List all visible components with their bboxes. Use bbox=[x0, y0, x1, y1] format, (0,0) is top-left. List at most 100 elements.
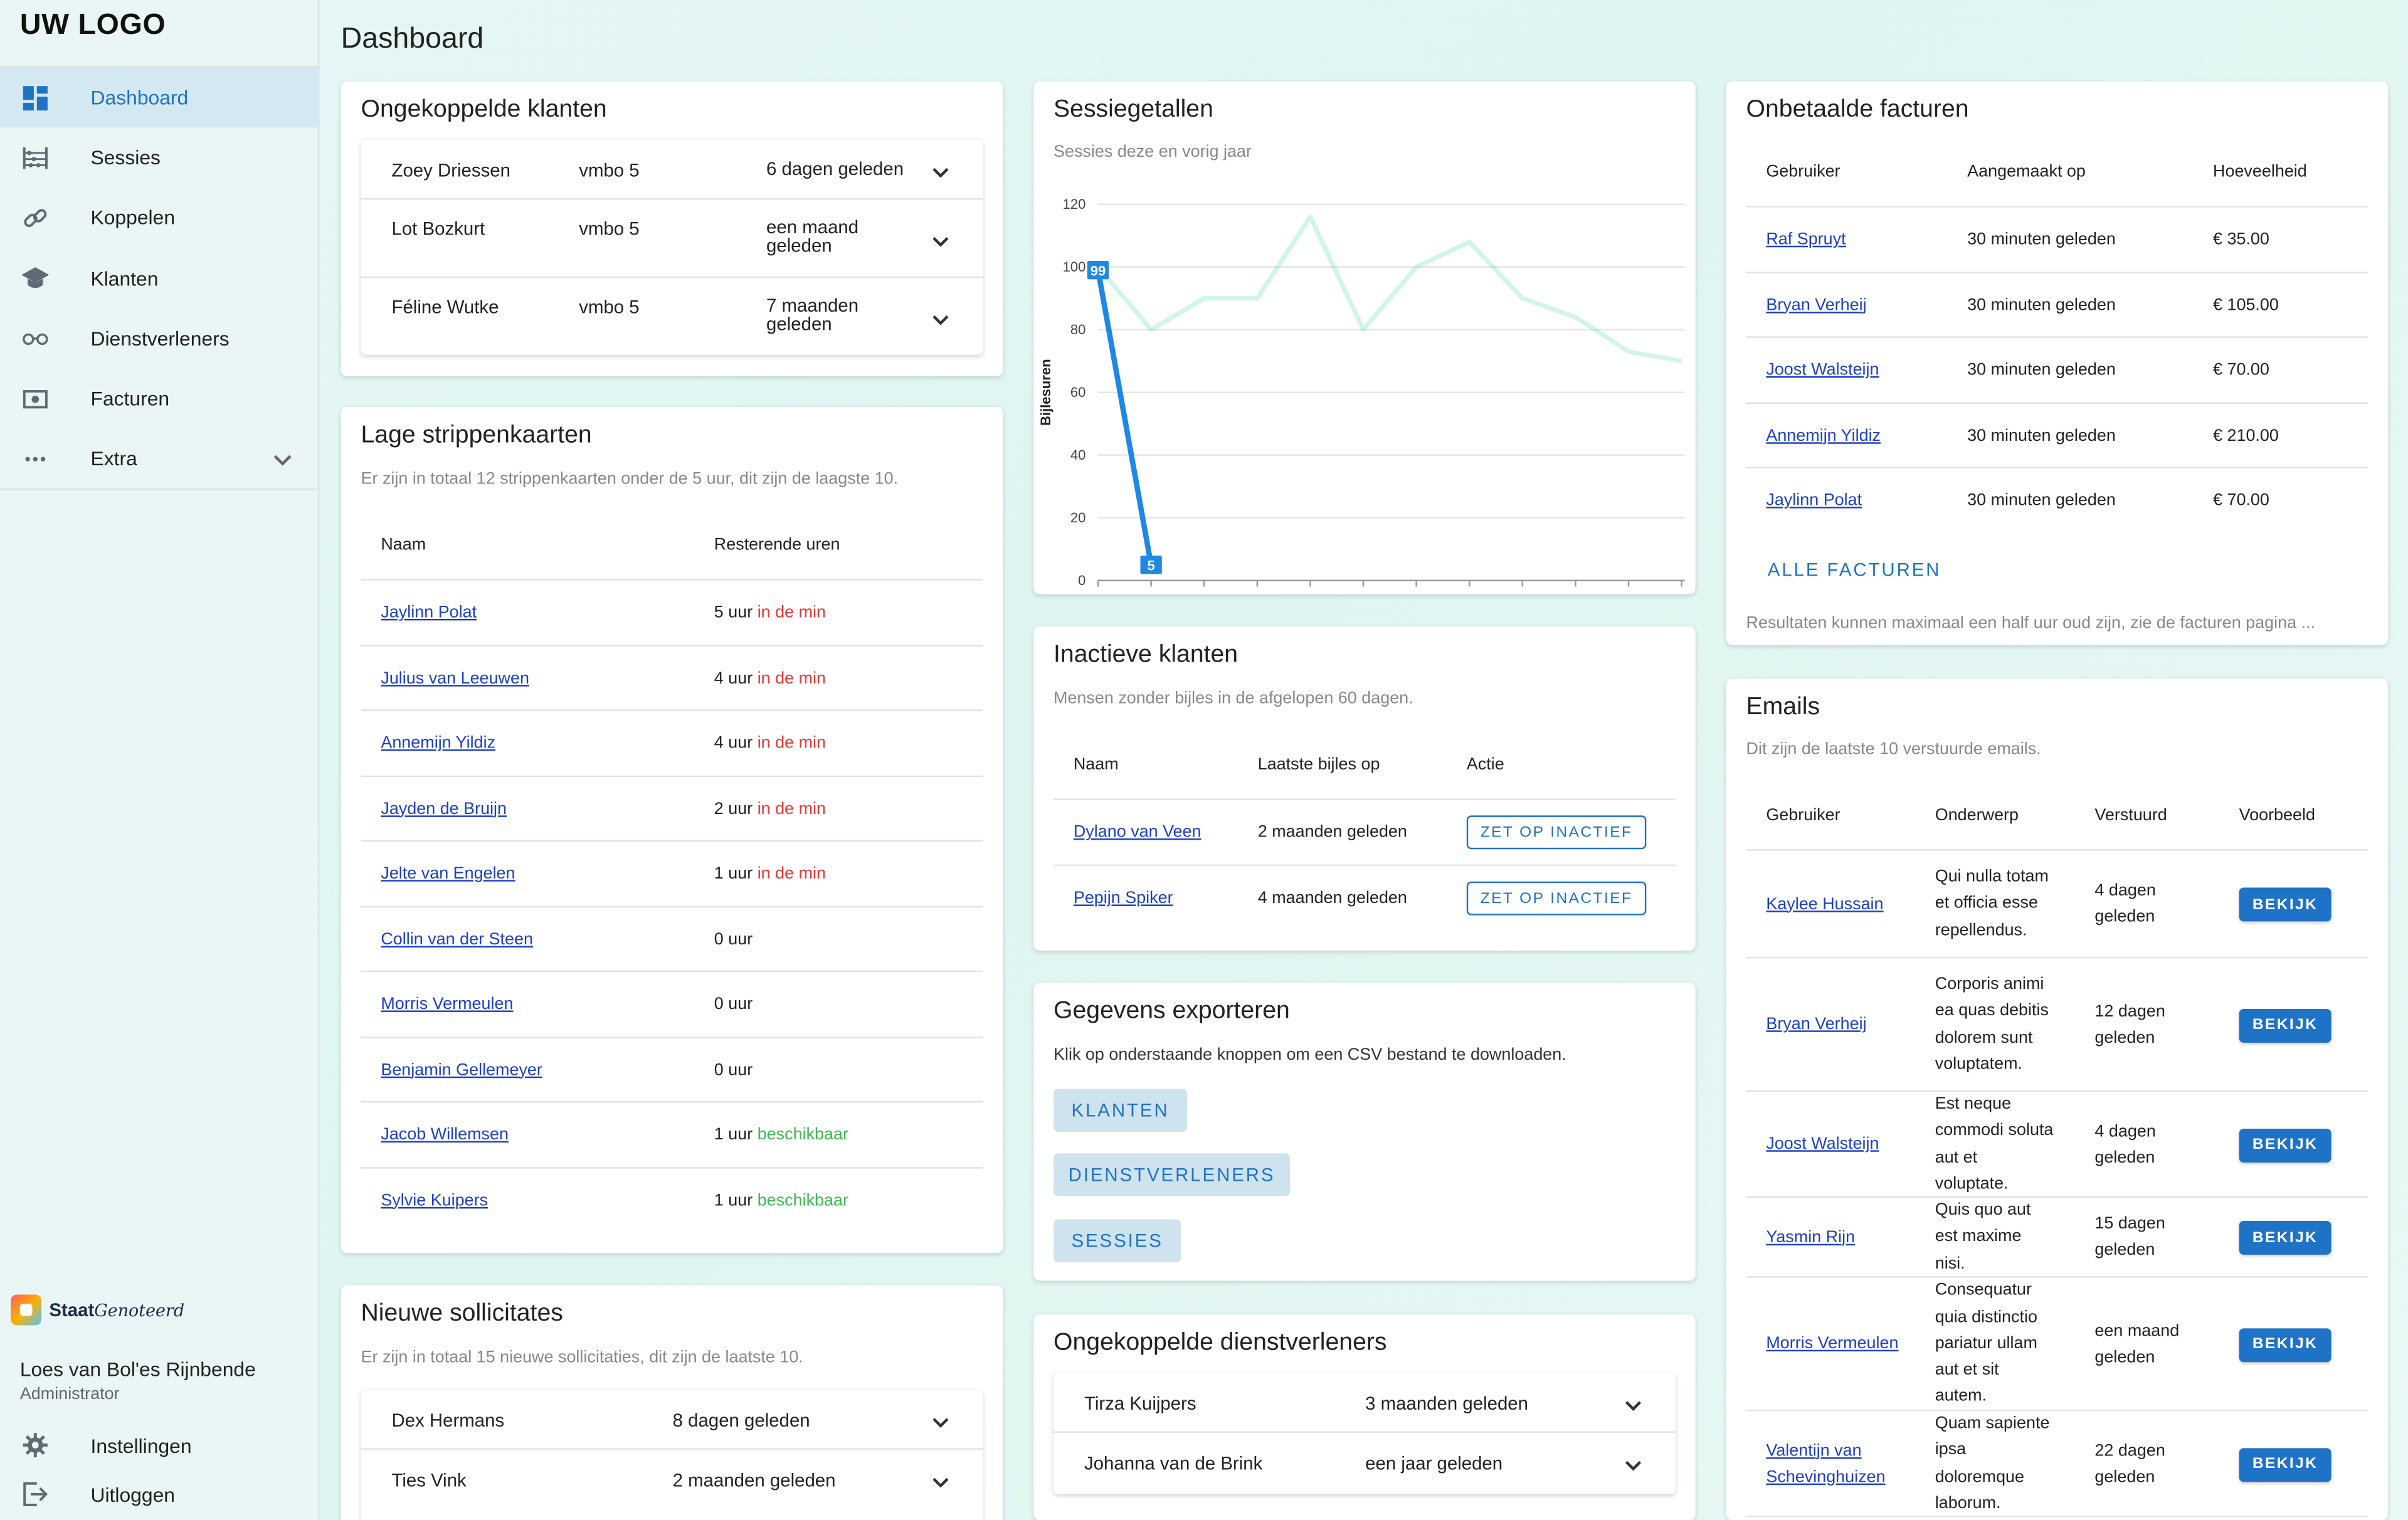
chevron-down-icon[interactable] bbox=[932, 1412, 949, 1433]
provider-when: een jaar geleden bbox=[1365, 1452, 1503, 1475]
col-hours: Resterende uren bbox=[714, 536, 840, 555]
subject-cell: Quam sapiente ipsa doloremque laborum. bbox=[1935, 1414, 2050, 1512]
export-sessies-button[interactable]: SESSIES bbox=[1054, 1219, 1181, 1263]
expandable-row[interactable]: Lot Bozkurt vmbo 5 een maand geleden bbox=[361, 199, 983, 278]
user-link[interactable]: Jaylinn Polat bbox=[381, 603, 477, 622]
view-email-button[interactable]: BEKIJK bbox=[2239, 887, 2331, 922]
y-axis-label: Bijlesuren bbox=[1038, 359, 1054, 426]
user-link[interactable]: Joost Walsteijn bbox=[1766, 361, 1879, 379]
user-link[interactable]: Morris Vermeulen bbox=[381, 995, 514, 1014]
col-created: Aangemaakt op bbox=[1967, 162, 2086, 181]
sidebar-item-sessies[interactable]: Sessies bbox=[0, 128, 319, 188]
table-row: Yasmin Rijn Quis quo aut est maxime nisi.… bbox=[1746, 1198, 2368, 1278]
view-email-button[interactable]: BEKIJK bbox=[2239, 1447, 2331, 1482]
chevron-down-icon[interactable] bbox=[932, 309, 949, 330]
user-role: Administrator bbox=[19, 1385, 120, 1404]
low-cards-table: Naam Resterende uren Jaylinn Polat 5 uur … bbox=[361, 513, 983, 1233]
user-link[interactable]: Morris Vermeulen bbox=[1766, 1334, 1899, 1353]
applicant-when: 2 maanden geleden bbox=[672, 1469, 836, 1491]
table-row: Benjamin Gellemeyer 0 uur bbox=[361, 1037, 983, 1103]
user-link[interactable]: Jayden de Bruijn bbox=[381, 799, 507, 818]
user-link[interactable]: Julius van Leeuwen bbox=[381, 668, 529, 687]
export-dienstverleners-button[interactable]: DIENSTVERLENERS bbox=[1054, 1153, 1291, 1196]
user-link[interactable]: Bryan Verheij bbox=[1766, 295, 1867, 314]
data-label-box bbox=[1140, 556, 1162, 574]
client-name: Lot Bozkurt bbox=[391, 218, 485, 240]
table-row: Bryan Verheij 30 minuten geleden € 105.00 bbox=[1746, 273, 2368, 338]
sidebar-item-klanten[interactable]: Klanten bbox=[0, 248, 319, 309]
school-cap-icon bbox=[21, 265, 50, 292]
applicant-name: Dex Hermans bbox=[391, 1410, 505, 1432]
user-link[interactable]: Jaylinn Polat bbox=[1766, 491, 1862, 510]
user-link[interactable]: Benjamin Gellemeyer bbox=[381, 1060, 542, 1079]
view-email-button[interactable]: BEKIJK bbox=[2239, 1008, 2331, 1042]
client-name: Zoey Driessen bbox=[391, 159, 510, 181]
client-link[interactable]: Dylano van Veen bbox=[1073, 823, 1201, 842]
sidebar-item-koppelen[interactable]: Koppelen bbox=[0, 188, 319, 248]
last-session: 2 maanden geleden bbox=[1257, 823, 1407, 842]
user-link[interactable]: Jacob Willemsen bbox=[381, 1126, 509, 1144]
user-link[interactable]: Jelte van Engelen bbox=[381, 864, 515, 884]
hours-cell: 4 uur in de min bbox=[714, 734, 826, 752]
chevron-down-icon[interactable] bbox=[273, 448, 292, 472]
amount-cell: € 210.00 bbox=[2213, 426, 2279, 445]
table-row: Dylano van Veen 2 maanden geleden ZET OP… bbox=[1054, 800, 1676, 867]
created-cell: 30 minuten geleden bbox=[1967, 491, 2116, 510]
table-row: Jayden de Bruijn 2 uur in de min bbox=[361, 776, 983, 842]
col-name: Naam bbox=[1073, 755, 1119, 774]
table-row: Annemijn Yildiz 4 uur in de min bbox=[361, 711, 983, 776]
inactive-table: Naam Laatste bijles op Actie Dylano van … bbox=[1054, 732, 1676, 932]
set-inactive-button[interactable]: ZET OP INACTIEF bbox=[1466, 815, 1647, 850]
set-inactive-button[interactable]: ZET OP INACTIEF bbox=[1466, 881, 1647, 916]
table-row: Jelte van Engelen 1 uur in de min bbox=[361, 842, 983, 907]
expandable-row[interactable]: Tirza Kuijpers 3 maanden geleden bbox=[1054, 1373, 1676, 1433]
chevron-down-icon[interactable] bbox=[1625, 1454, 1642, 1475]
user-link[interactable]: Joost Walsteijn bbox=[1766, 1134, 1879, 1154]
user-link[interactable]: Annemijn Yildiz bbox=[1766, 426, 1881, 445]
col-last: Laatste bijles op bbox=[1257, 755, 1380, 774]
chevron-down-icon[interactable] bbox=[932, 161, 949, 182]
hours-cell: 1 uur in de min bbox=[714, 865, 826, 883]
user-link[interactable]: Collin van der Steen bbox=[381, 929, 533, 949]
table-header: Naam Laatste bijles op Actie bbox=[1054, 732, 1676, 800]
applicant-when: 8 dagen geleden bbox=[672, 1410, 810, 1432]
view-email-button[interactable]: BEKIJK bbox=[2239, 1127, 2331, 1162]
user-link[interactable]: Raf Spruyt bbox=[1766, 230, 1846, 249]
hours-status: in de min bbox=[757, 734, 826, 753]
user-link[interactable]: Yasmin Rijn bbox=[1766, 1227, 1856, 1247]
expandable-row[interactable]: Ties Vink 2 maanden geleden bbox=[361, 1450, 983, 1510]
chevron-down-icon[interactable] bbox=[932, 230, 949, 251]
expandable-row[interactable]: Zoey Driessen vmbo 5 6 dagen geleden bbox=[361, 140, 983, 200]
chevron-down-icon[interactable] bbox=[932, 1471, 949, 1492]
view-email-button[interactable]: BEKIJK bbox=[2239, 1327, 2331, 1362]
user-link[interactable]: Annemijn Yildiz bbox=[381, 734, 496, 753]
user-link[interactable]: Bryan Verheij bbox=[1766, 1015, 1867, 1034]
expandable-row[interactable]: Johanna van de Brink een jaar geleden bbox=[1054, 1433, 1676, 1493]
chevron-down-icon[interactable] bbox=[1625, 1395, 1642, 1416]
all-invoices-button[interactable]: ALLE FACTUREN bbox=[1767, 559, 1941, 581]
card-subtitle: Er zijn in totaal 12 strippenkaarten ond… bbox=[361, 470, 899, 488]
sidebar-item-facturen[interactable]: Facturen bbox=[0, 369, 319, 429]
col-action: Actie bbox=[1466, 755, 1504, 774]
table-row: Jacob Willemsen 1 uur beschikbaar bbox=[361, 1102, 983, 1168]
view-email-button[interactable]: BEKIJK bbox=[2239, 1220, 2331, 1255]
expandable-row[interactable]: Féline Wutke vmbo 5 7 maanden geleden bbox=[361, 278, 983, 354]
sidebar-item-dashboard[interactable]: Dashboard bbox=[0, 67, 320, 128]
user-link[interactable]: Valentijn van Schevinghuizen bbox=[1766, 1441, 1886, 1486]
settings-link[interactable]: Instellingen bbox=[21, 1430, 192, 1460]
hours-status: in de min bbox=[757, 864, 826, 884]
abacus-icon bbox=[21, 144, 49, 172]
sidebar-item-dienstverleners[interactable]: Dienstverleners bbox=[0, 309, 319, 369]
export-klanten-button[interactable]: KLANTEN bbox=[1054, 1089, 1188, 1132]
card-subtitle: Er zijn in totaal 15 nieuwe sollicitatie… bbox=[361, 1348, 803, 1367]
logout-link[interactable]: Uitloggen bbox=[21, 1479, 175, 1509]
user-link[interactable]: Sylvie Kuipers bbox=[381, 1191, 488, 1210]
created-cell: 30 minuten geleden bbox=[1967, 230, 2116, 249]
sidebar-item-label: Dienstverleners bbox=[90, 327, 230, 350]
expandable-row[interactable]: Dex Hermans 8 dagen geleden bbox=[361, 1390, 983, 1450]
card-title: Ongekoppelde klanten bbox=[361, 97, 607, 123]
card-title: Onbetaalde facturen bbox=[1746, 97, 1969, 123]
client-link[interactable]: Pepijn Spiker bbox=[1073, 889, 1173, 908]
sidebar-item-extra[interactable]: Extra bbox=[0, 429, 319, 489]
user-link[interactable]: Kaylee Hussain bbox=[1766, 894, 1884, 913]
